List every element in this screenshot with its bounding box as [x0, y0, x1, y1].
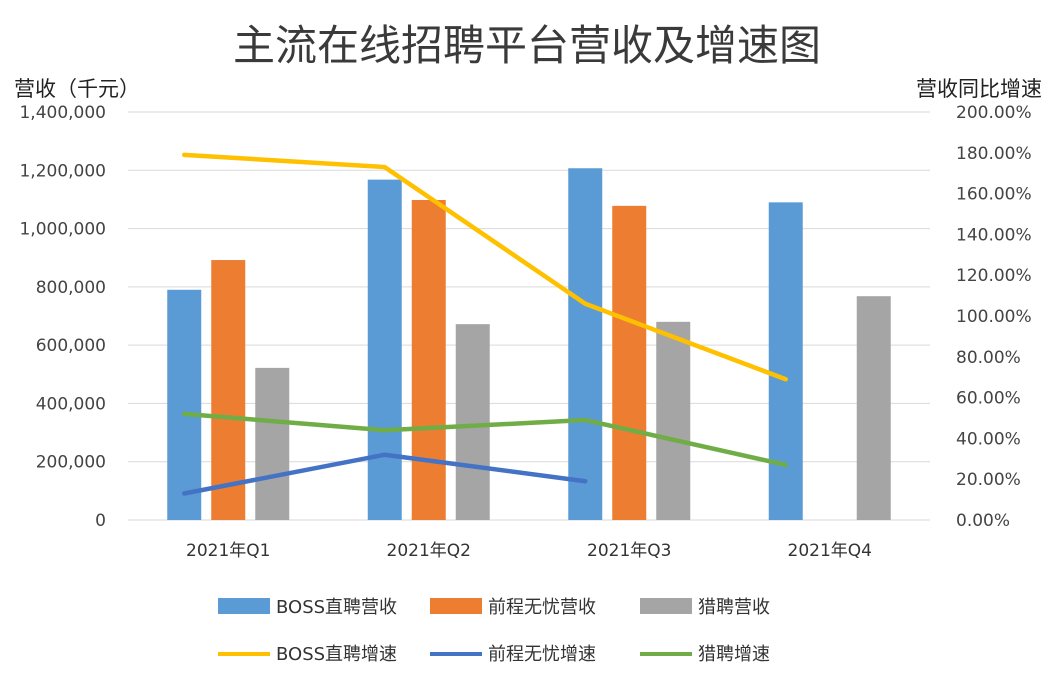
y2-tick-label: 40.00% — [956, 429, 1021, 449]
y2-tick-label: 180.00% — [956, 144, 1032, 164]
legend-swatch-bar-1 — [218, 598, 270, 614]
line-series-group — [182, 152, 788, 496]
bar-3-2 — [455, 324, 490, 520]
gridlines — [128, 111, 930, 521]
y2-tick-label: 60.00% — [956, 389, 1021, 409]
line-series-1 — [182, 152, 788, 382]
bar-series-group — [167, 168, 891, 521]
bar-3-3 — [656, 321, 691, 520]
x-category-label: 2021年Q2 — [387, 541, 471, 561]
bar-2-3 — [612, 205, 647, 520]
y-tick-label: 400,000 — [36, 394, 106, 414]
legend-label: BOSS直聘营收 — [276, 597, 397, 618]
y2-tick-label: 160.00% — [956, 185, 1032, 205]
chart-title: 主流在线招聘平台营收及增速图 — [233, 21, 821, 70]
x-category-label: 2021年Q4 — [788, 541, 872, 561]
y-axis-ticks: 0 200,000 400,000 600,000 800,000 1,000,000 1,… — [19, 103, 106, 531]
y-tick-label: 800,000 — [36, 278, 106, 298]
bar-3-4 — [856, 296, 891, 520]
x-category-label: 2021年Q1 — [186, 541, 270, 561]
bar-1-2 — [367, 179, 402, 520]
legend-label: 猎聘增速 — [698, 644, 770, 665]
bar-1-1 — [167, 289, 202, 520]
legend-label: BOSS直聘增速 — [276, 644, 397, 665]
y-tick-label: 1,000,000 — [19, 220, 106, 240]
bar-1-3 — [568, 168, 603, 520]
bar-2-2 — [411, 200, 446, 521]
y-tick-label: 0 — [95, 511, 106, 531]
bar-1-4 — [768, 202, 803, 521]
y2-tick-label: 200.00% — [956, 103, 1032, 123]
legend-label: 猎聘营收 — [698, 597, 770, 618]
x-category-label: 2021年Q3 — [587, 541, 671, 561]
y2-tick-label: 0.00% — [956, 511, 1010, 531]
y2-axis-title: 营收同比增速 — [916, 77, 1042, 101]
y-axis-title: 营收（千元） — [14, 77, 140, 101]
bar-3-1 — [255, 367, 290, 520]
legend-swatch-bar-2 — [430, 598, 482, 614]
y2-tick-label: 80.00% — [956, 348, 1021, 368]
y-tick-label: 1,400,000 — [19, 103, 106, 123]
y-tick-label: 200,000 — [36, 453, 106, 473]
y-tick-label: 1,200,000 — [19, 161, 106, 181]
bar-2-1 — [211, 260, 246, 520]
line-series-3 — [182, 411, 788, 468]
legend: BOSS直聘营收 前程无忧营收 猎聘营收 BOSS直聘增速 前程无忧增速 猎聘增速 — [218, 597, 770, 665]
legend-label: 前程无忧营收 — [488, 597, 596, 618]
line-series-2 — [182, 452, 588, 496]
legend-swatch-bar-3 — [640, 598, 692, 614]
y-tick-label: 600,000 — [36, 336, 106, 356]
x-axis-categories: 2021年Q1 2021年Q2 2021年Q3 2021年Q4 — [186, 541, 872, 561]
y2-tick-label: 20.00% — [956, 470, 1021, 490]
y2-tick-label: 140.00% — [956, 225, 1032, 245]
y2-axis-ticks: 0.00% 20.00% 40.00% 60.00% 80.00% 100.00% 120.… — [956, 103, 1032, 531]
y2-tick-label: 120.00% — [956, 266, 1032, 286]
y2-tick-label: 100.00% — [956, 307, 1032, 327]
legend-label: 前程无忧增速 — [488, 644, 596, 665]
